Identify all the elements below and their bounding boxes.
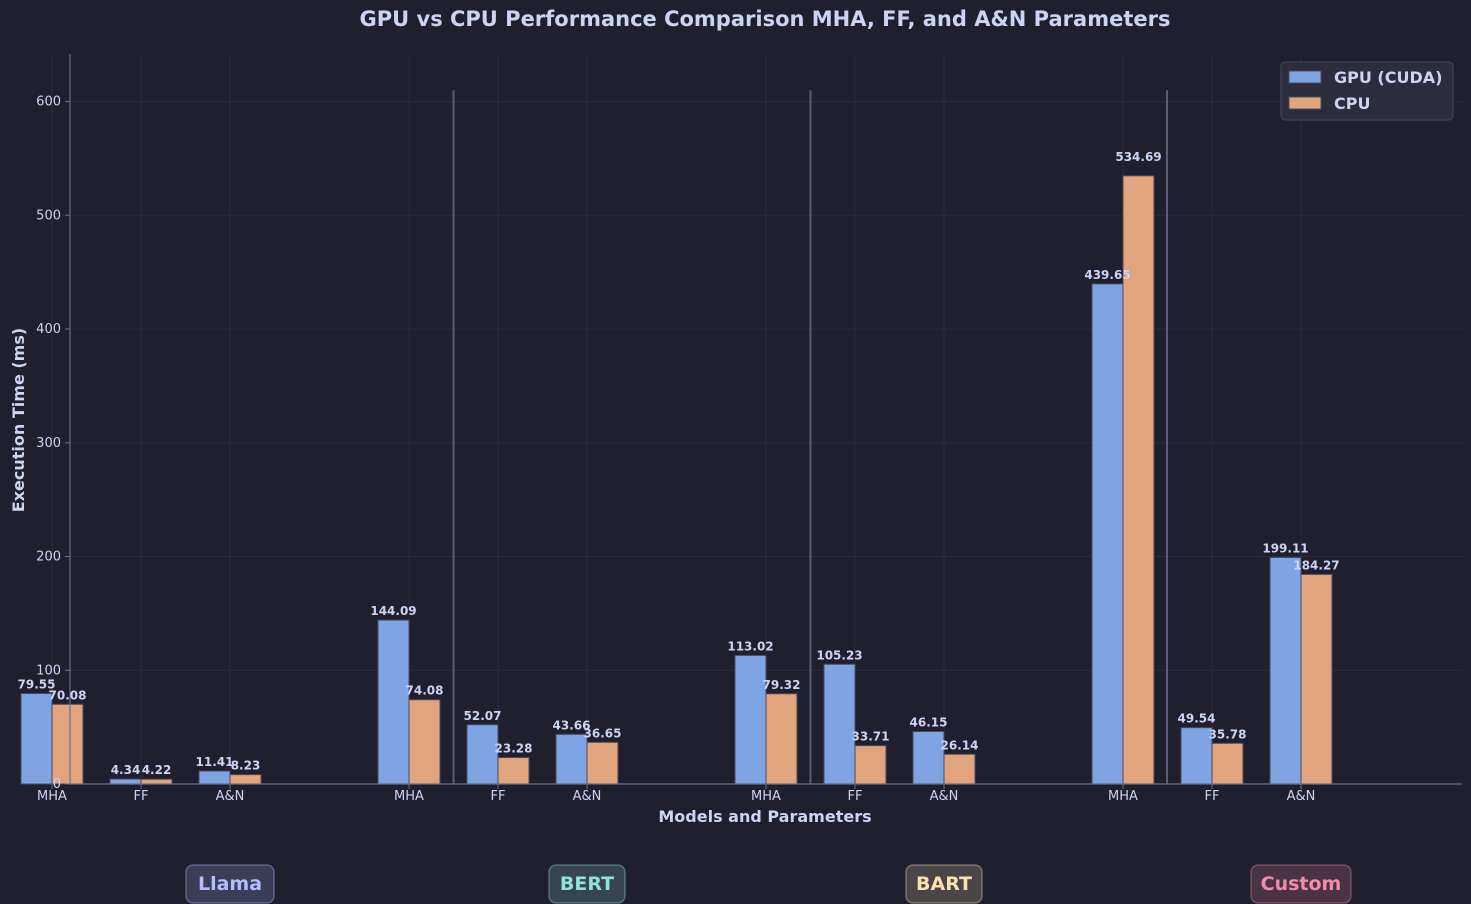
- value-label-cpu: 534.69: [1115, 150, 1161, 164]
- y-tick-label: 0: [53, 777, 61, 792]
- chart-title: GPU vs CPU Performance Comparison MHA, F…: [360, 7, 1171, 31]
- bar-cpu-bert-mha: [408, 699, 441, 785]
- legend-swatch: [1288, 70, 1322, 84]
- value-label-gpu: 113.02: [727, 639, 773, 653]
- legend-box: [1280, 61, 1454, 121]
- value-label-cpu: 26.14: [941, 738, 979, 752]
- x-tick-label: A&N: [930, 789, 959, 804]
- legend-label: CPU: [1334, 94, 1370, 113]
- value-label-gpu: 439.65: [1084, 268, 1130, 282]
- group-label-custom: Custom: [1261, 873, 1342, 895]
- value-label-gpu: 46.15: [910, 716, 948, 730]
- value-label-cpu: 33.71: [852, 730, 890, 744]
- y-tick-label: 100: [36, 663, 61, 678]
- bar-gpu-bert-mha: [377, 619, 410, 785]
- bar-gpu-bert-ff: [466, 724, 499, 785]
- group-badge-llama: [185, 864, 275, 904]
- y-tick-label: 300: [36, 436, 61, 451]
- value-label-gpu: 199.11: [1262, 542, 1308, 556]
- bar-cpu-llama-ff: [140, 778, 173, 785]
- bars: [20, 175, 1333, 785]
- x-tick-label: A&N: [216, 789, 245, 804]
- value-label-gpu: 52.07: [464, 709, 502, 723]
- bar-gpu-custom-ff: [1180, 727, 1213, 785]
- bar-gpu-bart-mha: [734, 654, 767, 785]
- value-label-cpu: 79.32: [763, 678, 801, 692]
- x-tick-label: FF: [134, 789, 149, 804]
- y-tick-label: 200: [36, 550, 61, 565]
- bar-cpu-bart-ff: [854, 745, 887, 785]
- value-label-gpu: 79.55: [18, 678, 56, 692]
- bar-gpu-llama-ann: [198, 770, 231, 785]
- x-tick-label: FF: [1205, 789, 1220, 804]
- bar-gpu-custom-ann: [1269, 557, 1302, 785]
- bar-cpu-bart-mha: [765, 693, 798, 785]
- bar-gpu-bert-ann: [555, 733, 588, 785]
- y-tick-label: 600: [36, 95, 61, 110]
- bar-cpu-llama-mha: [51, 703, 84, 785]
- group-badge-custom: [1250, 864, 1352, 904]
- model-group-badges: Llama BERT BART Custom: [185, 864, 1352, 904]
- value-label-gpu: 105.23: [816, 648, 862, 662]
- group-separators: [452, 90, 1168, 784]
- value-label-gpu: 11.41: [196, 755, 234, 769]
- bar-gpu-llama-mha: [20, 693, 53, 785]
- group-label-llama: Llama: [198, 873, 262, 895]
- legend: GPU (CUDA) CPU: [1280, 61, 1454, 121]
- value-label-gpu: 43.66: [553, 718, 591, 732]
- group-badge-bert: [548, 864, 626, 904]
- y-axis-label: Execution Time (ms): [9, 328, 28, 512]
- group-label-bart: BART: [916, 873, 972, 895]
- value-label-cpu: 184.27: [1293, 558, 1339, 572]
- bar-gpu-bart-ff: [823, 663, 856, 785]
- x-tick-label: A&N: [1287, 789, 1316, 804]
- bar-cpu-custom-ff: [1211, 742, 1244, 785]
- group-label-bert: BERT: [560, 873, 614, 895]
- legend-swatch: [1288, 96, 1322, 110]
- axes: [51, 54, 1462, 789]
- value-label-gpu: 49.54: [1178, 712, 1216, 726]
- x-tick-label: A&N: [573, 789, 602, 804]
- y-tick-label: 400: [36, 322, 61, 337]
- x-tick-label: FF: [848, 789, 863, 804]
- y-tick-label: 500: [36, 208, 61, 223]
- value-label-cpu: 70.08: [49, 688, 87, 702]
- value-label-cpu: 23.28: [495, 742, 533, 756]
- x-tick-label: MHA: [1108, 789, 1138, 804]
- x-tick-label: MHA: [394, 789, 424, 804]
- bar-gpu-llama-ff: [109, 778, 142, 785]
- value-label-cpu: 4.22: [142, 763, 172, 777]
- x-tick-label: MHA: [37, 789, 67, 804]
- bar-cpu-bert-ff: [497, 757, 530, 785]
- group-badge-bart: [905, 864, 983, 904]
- x-tick-label: MHA: [751, 789, 781, 804]
- bar-gpu-bart-ann: [912, 731, 945, 785]
- bar-cpu-llama-ann: [229, 774, 262, 785]
- bar-cpu-bert-ann: [586, 741, 619, 785]
- x-tick-label: FF: [491, 789, 506, 804]
- bar-cpu-bart-ann: [943, 753, 976, 785]
- legend-label: GPU (CUDA): [1334, 68, 1442, 87]
- x-axis-label: Models and Parameters: [658, 807, 871, 826]
- value-label-cpu: 74.08: [406, 684, 444, 698]
- value-label-cpu: 8.23: [231, 759, 261, 773]
- value-label-cpu: 35.78: [1209, 727, 1247, 741]
- value-label-cpu: 36.65: [584, 726, 622, 740]
- value-label-gpu: 144.09: [370, 604, 416, 618]
- bar-cpu-custom-ann: [1300, 573, 1333, 785]
- bar-gpu-custom-mha: [1091, 283, 1124, 785]
- value-label-gpu: 4.34: [111, 763, 141, 777]
